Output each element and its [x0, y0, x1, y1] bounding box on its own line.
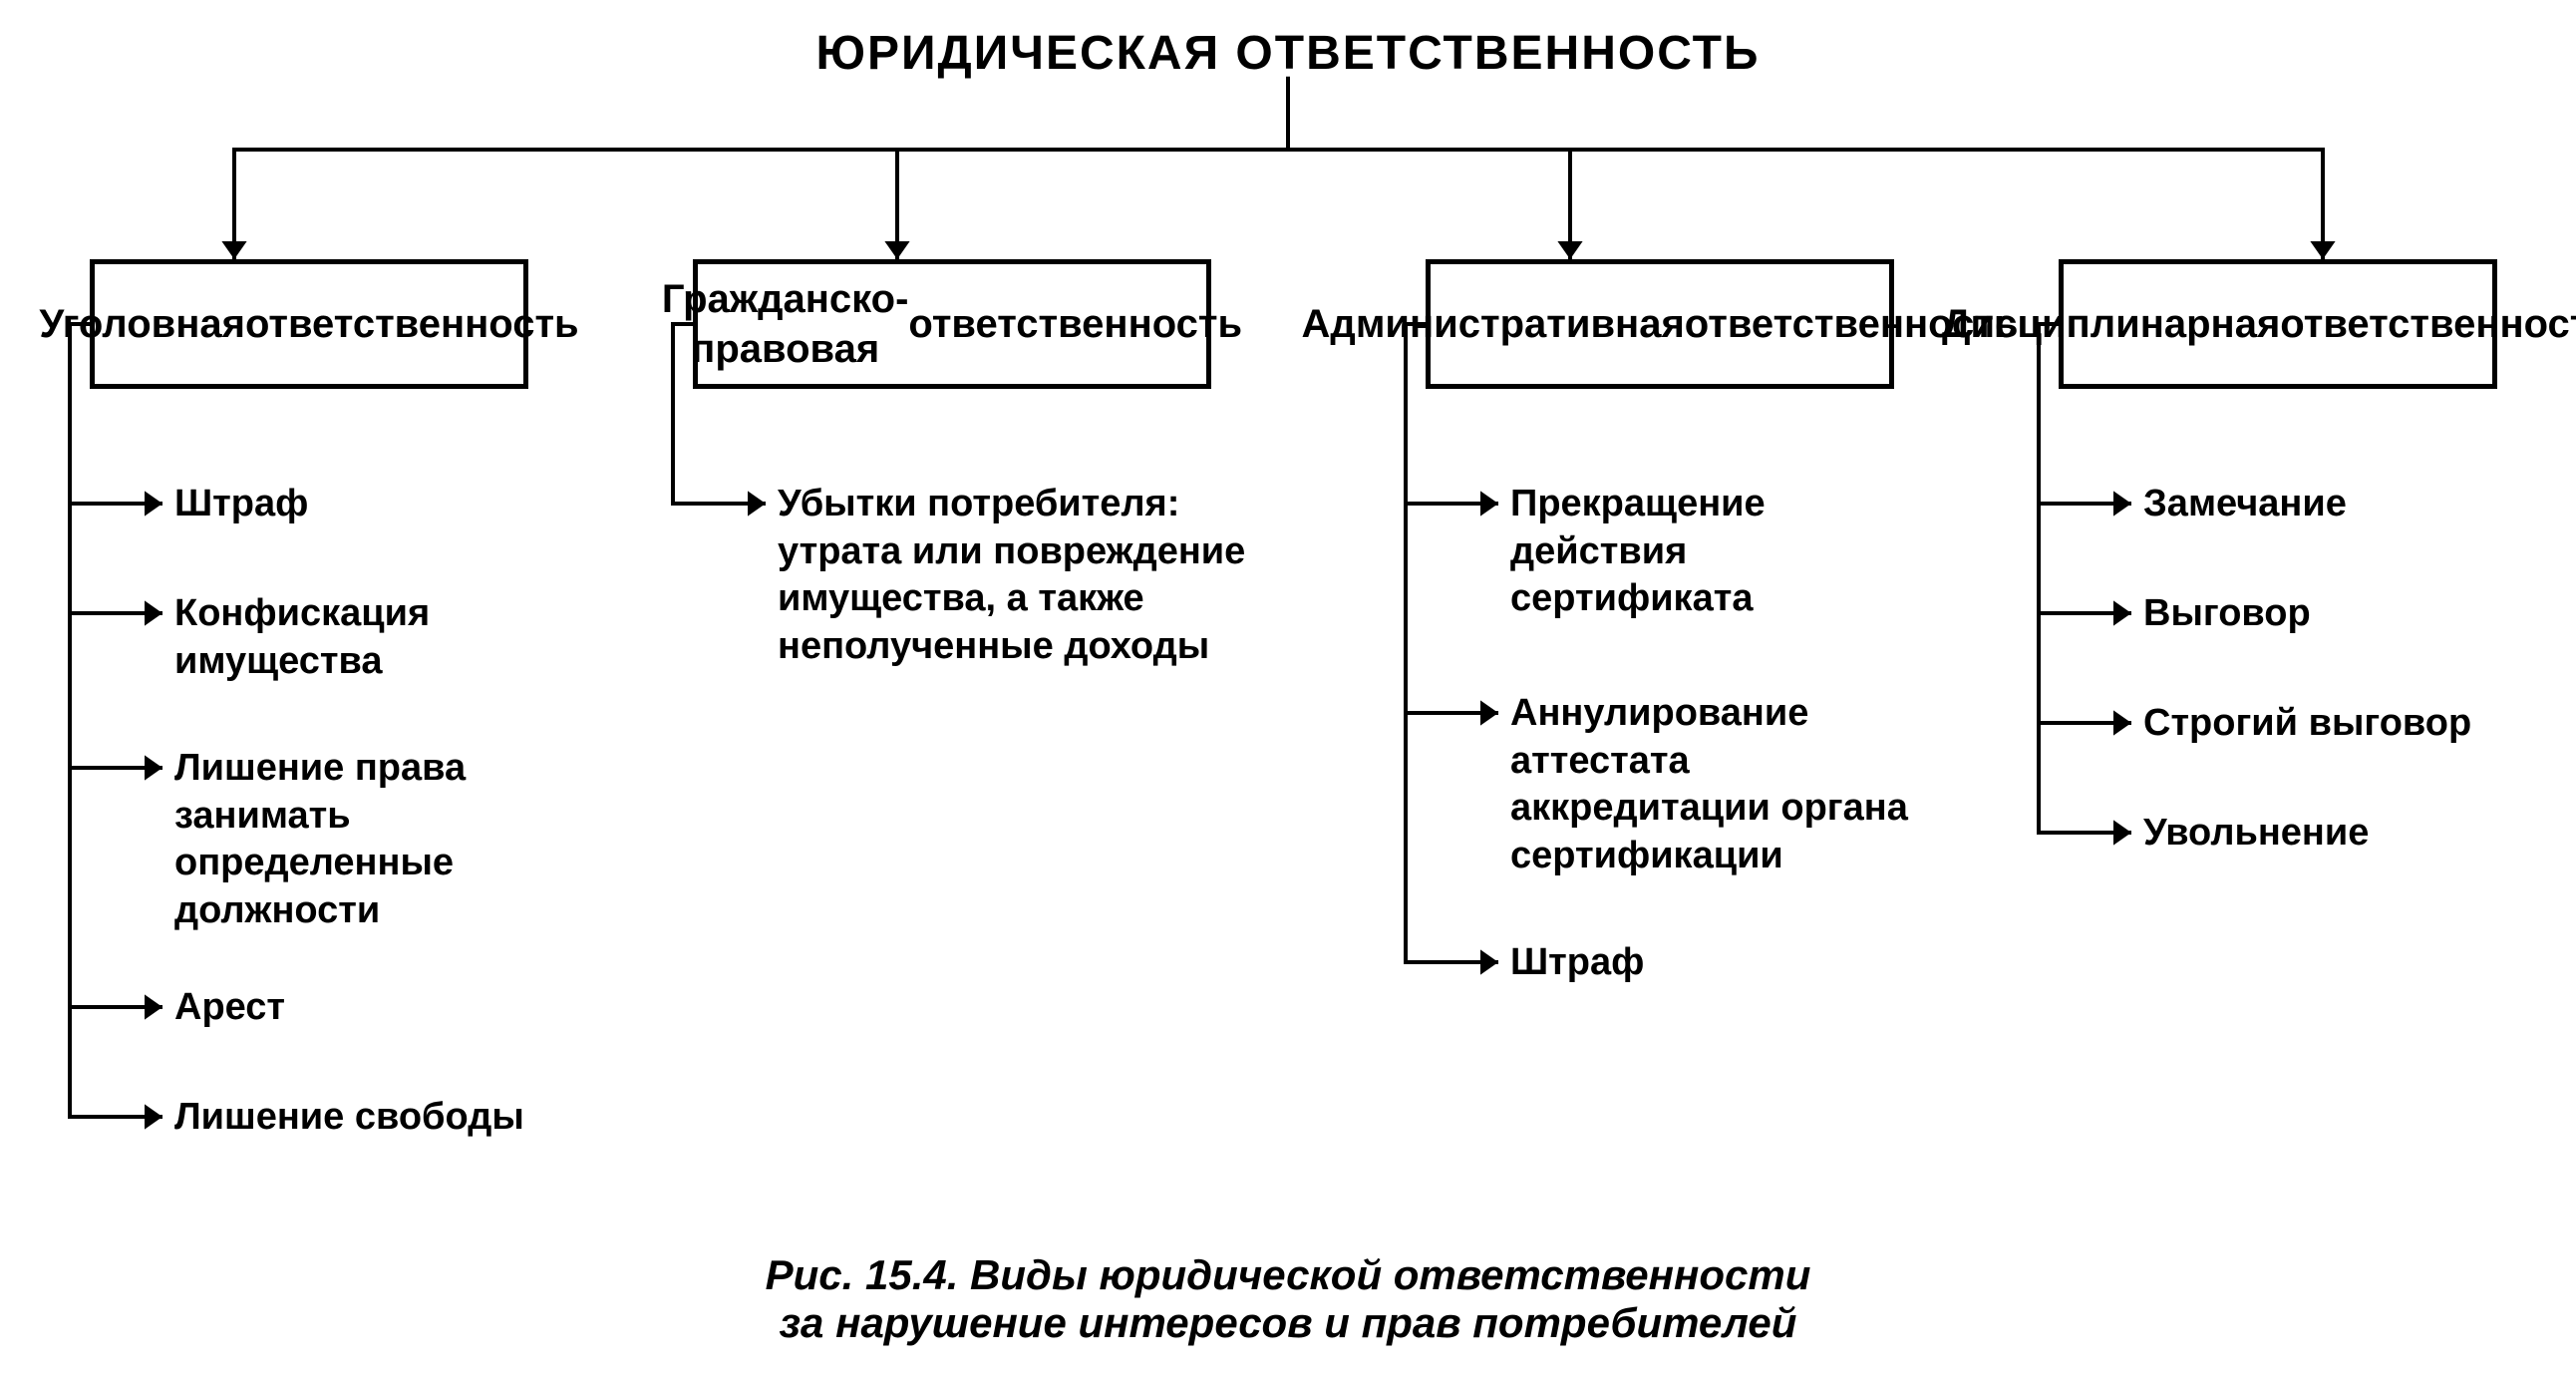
item-text-line: Прекращение: [1510, 483, 1766, 524]
branch-label-line: Гражданско-правовая: [662, 274, 908, 374]
branch-box-admin: Административнаяответственность: [1426, 259, 1894, 389]
figure-caption-line1: Рис. 15.4. Виды юридической ответственно…: [490, 1251, 2086, 1299]
item-text-line: определенные: [174, 842, 454, 883]
item-text-line: сертификата: [1510, 577, 1753, 619]
branch-label-line: Административная: [1302, 299, 1685, 349]
item-text-line: занимать: [174, 795, 351, 837]
item-text-line: аккредитации органа: [1510, 787, 1908, 829]
item-text-line: Убытки потребителя:: [778, 483, 1179, 524]
branch-label-line: ответственность: [908, 299, 1242, 349]
branch-label-line: ответственность: [2280, 299, 2576, 349]
item-text-line: утрата или повреждение: [778, 530, 1245, 572]
diagram-canvas: ЮРИДИЧЕСКАЯ ОТВЕТСТВЕННОСТЬ Уголовнаяотв…: [0, 0, 2576, 1379]
item-text-line: Выговор: [2143, 592, 2311, 634]
item-text-line: Конфискация: [174, 592, 430, 634]
item-disciplinary-1: Выговор: [2143, 590, 2311, 638]
connector-overlay: [0, 0, 2576, 1379]
item-text-line: Штраф: [1510, 941, 1644, 983]
item-text-line: Штраф: [174, 483, 308, 524]
item-text-line: аттестата: [1510, 740, 1690, 782]
item-text-line: Замечание: [2143, 483, 2347, 524]
item-text-line: Строгий выговор: [2143, 702, 2471, 744]
diagram-title: ЮРИДИЧЕСКАЯ ОТВЕТСТВЕННОСТЬ: [490, 26, 2086, 81]
item-criminal-2: Лишение права занимать определенные должнос…: [174, 745, 466, 934]
figure-caption: Рис. 15.4. Виды юридической ответственно…: [490, 1251, 2086, 1347]
branch-box-criminal: Уголовнаяответственность: [90, 259, 528, 389]
item-criminal-3: Арест: [174, 984, 285, 1032]
branch-box-disciplinary: Дисциплинарнаяответственность: [2059, 259, 2497, 389]
branch-label-line: Дисциплинарная: [1942, 299, 2280, 349]
item-admin-2: Штраф: [1510, 939, 1644, 987]
item-text-line: Арест: [174, 986, 285, 1028]
item-criminal-4: Лишение свободы: [174, 1094, 524, 1142]
item-text-line: действия: [1510, 530, 1687, 572]
item-disciplinary-0: Замечание: [2143, 481, 2347, 528]
item-text-line: Аннулирование: [1510, 692, 1808, 734]
branch-label-line: ответственность: [245, 299, 579, 349]
branch-box-civil: Гражданско-правоваяответственность: [693, 259, 1211, 389]
item-disciplinary-2: Строгий выговор: [2143, 700, 2471, 748]
item-text-line: должности: [174, 889, 380, 931]
item-text-line: имущества, а также: [778, 577, 1144, 619]
item-text-line: сертификации: [1510, 835, 1783, 876]
branch-label-line: Уголовная: [39, 299, 245, 349]
item-admin-0: Прекращение действия сертификата: [1510, 481, 1766, 623]
item-text-line: Лишение свободы: [174, 1096, 524, 1138]
item-text-line: Увольнение: [2143, 812, 2369, 854]
item-disciplinary-3: Увольнение: [2143, 810, 2369, 858]
item-text-line: Лишение права: [174, 747, 466, 789]
item-text-line: имущества: [174, 640, 383, 682]
item-civil-0: Убытки потребителя: утрата или повреждени…: [778, 481, 1245, 670]
item-text-line: неполученные доходы: [778, 625, 1209, 667]
item-criminal-1: Конфискация имущества: [174, 590, 430, 685]
figure-caption-line2: за нарушение интересов и прав потребител…: [490, 1299, 2086, 1347]
item-admin-1: Аннулирование аттестата аккредитации орган…: [1510, 690, 1908, 879]
item-criminal-0: Штраф: [174, 481, 308, 528]
